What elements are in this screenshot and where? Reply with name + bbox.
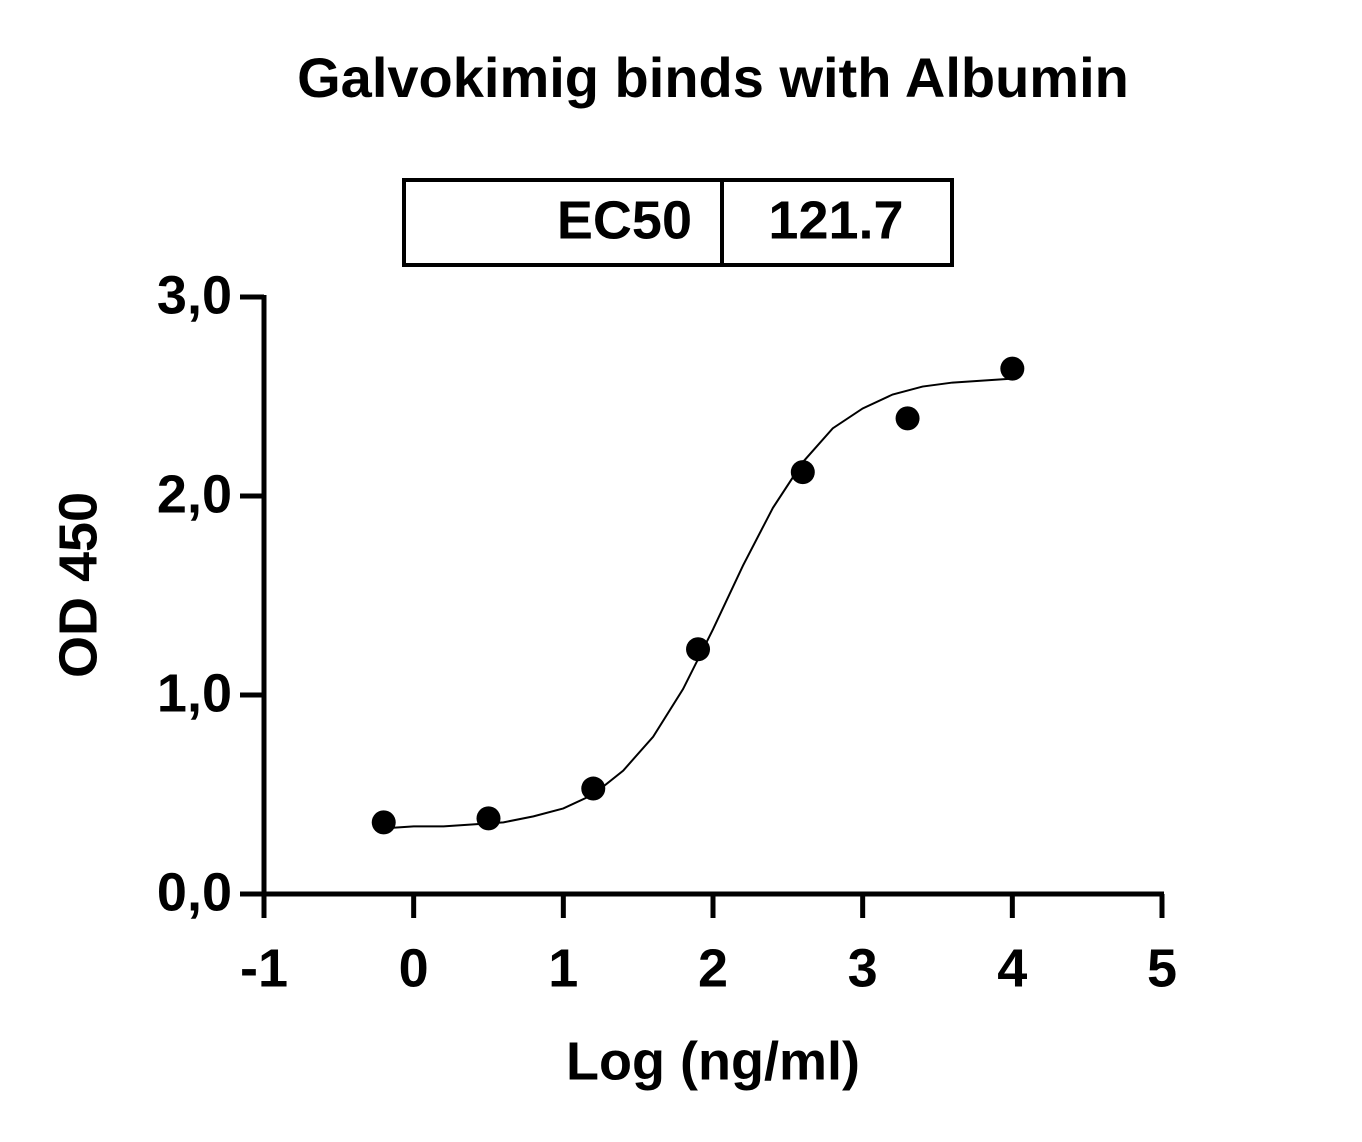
x-axis-label: Log (ng/ml) [566,1031,860,1091]
fit-curve [383,377,1013,830]
y-axis-label: OD 450 [48,492,108,678]
table-cell: 121.7 [768,190,903,250]
x-tick-label: 0 [399,938,429,998]
table-border [402,178,954,267]
data-point [1000,356,1025,381]
x-tick-label: 5 [1147,938,1177,998]
data-point [895,406,920,431]
data-point [581,776,606,801]
y-tick-label: 1,0 [157,663,232,723]
x-tick-label: 4 [997,938,1027,998]
x-tick-label: 2 [698,938,728,998]
ec50-table: EC50 121.7 [402,178,954,267]
x-tick-label: -1 [240,938,288,998]
y-tick-label: 2,0 [157,464,232,524]
data-point [686,637,711,662]
data-point [476,806,501,831]
table-cell: EC50 [557,190,692,250]
x-tick-label: 1 [548,938,578,998]
y-tick-label: 3,0 [157,265,232,325]
y-tick-label: 0,0 [157,862,232,922]
chart-title: Galvokimig binds with Albumin [297,46,1129,109]
x-tick-label: 3 [848,938,878,998]
data-point [790,460,815,485]
data-point [371,810,396,835]
